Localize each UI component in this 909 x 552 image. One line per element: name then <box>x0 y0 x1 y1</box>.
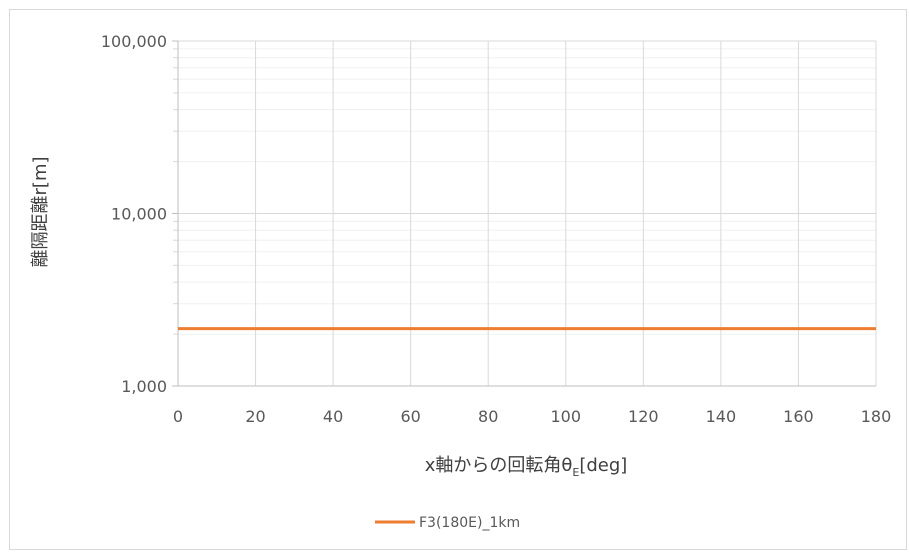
y-tick-label: 100,000 <box>101 32 167 51</box>
x-axis-title-subscript: E <box>572 466 579 479</box>
tick-labels: 1,000 10,000 100,000 0 20 40 60 80 100 120 140 160 1… <box>101 32 891 426</box>
x-axis-title-main: x軸からの回転角θ <box>425 455 573 476</box>
x-tick-label: 160 <box>783 407 814 426</box>
legend: F3(180E)_1km <box>375 515 520 531</box>
x-tick-label: 0 <box>173 407 183 426</box>
x-tick-label: 140 <box>706 407 737 426</box>
x-axis-title-unit: [deg] <box>579 455 627 476</box>
x-tick-label: 60 <box>400 407 420 426</box>
minor-grid <box>178 48 876 335</box>
x-tick-label: 120 <box>628 407 659 426</box>
x-tick-label: 100 <box>551 407 582 426</box>
y-tick-label: 1,000 <box>121 377 167 396</box>
chart-frame <box>9 9 907 550</box>
y-axis-title: 離隔距離r[m] <box>30 157 51 268</box>
x-tick-label: 40 <box>323 407 343 426</box>
x-tick-label: 20 <box>245 407 265 426</box>
x-axis-title: x軸からの回転角θE[deg] <box>425 455 628 479</box>
x-tick-label: 180 <box>861 407 892 426</box>
y-tick-label: 10,000 <box>111 205 167 224</box>
legend-label: F3(180E)_1km <box>419 515 520 531</box>
x-tick-label: 80 <box>478 407 498 426</box>
